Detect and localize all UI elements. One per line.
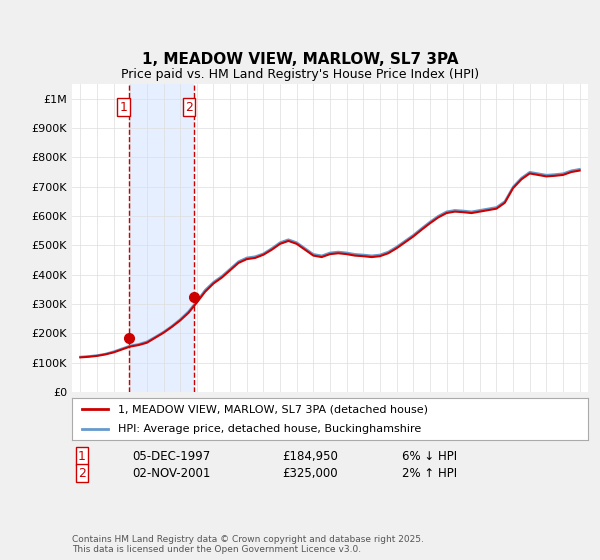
Text: 02-NOV-2001: 02-NOV-2001 [132,466,211,480]
Text: 6% ↓ HPI: 6% ↓ HPI [402,450,457,463]
Text: Price paid vs. HM Land Registry's House Price Index (HPI): Price paid vs. HM Land Registry's House … [121,68,479,81]
Text: 1: 1 [120,101,128,114]
Text: 2: 2 [185,101,193,114]
Text: £325,000: £325,000 [282,466,338,480]
Text: 1: 1 [78,450,86,463]
Text: £184,950: £184,950 [282,450,338,463]
Text: 1, MEADOW VIEW, MARLOW, SL7 3PA (detached house): 1, MEADOW VIEW, MARLOW, SL7 3PA (detache… [118,404,428,414]
Text: Contains HM Land Registry data © Crown copyright and database right 2025.
This d: Contains HM Land Registry data © Crown c… [72,535,424,554]
Text: 1, MEADOW VIEW, MARLOW, SL7 3PA: 1, MEADOW VIEW, MARLOW, SL7 3PA [142,52,458,67]
Text: 05-DEC-1997: 05-DEC-1997 [132,450,210,463]
Text: 2: 2 [78,466,86,480]
Text: HPI: Average price, detached house, Buckinghamshire: HPI: Average price, detached house, Buck… [118,424,422,434]
Text: 2% ↑ HPI: 2% ↑ HPI [402,466,457,480]
Bar [129,84,194,392]
